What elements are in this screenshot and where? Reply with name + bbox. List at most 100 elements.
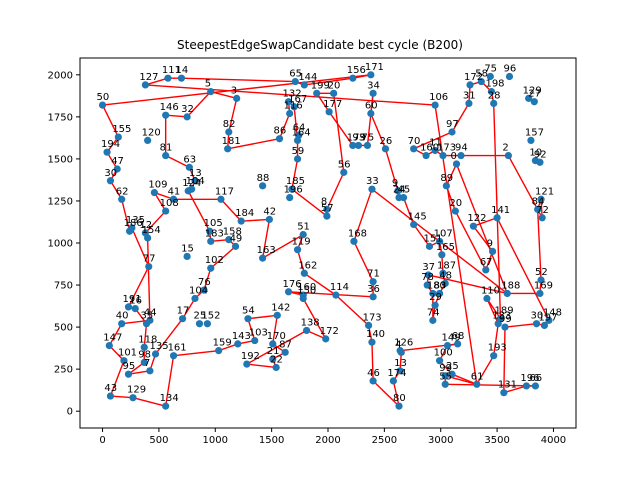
point-25b [448, 370, 456, 378]
point-label: 107 [434, 228, 453, 239]
cycle-edge [291, 188, 328, 217]
point-54 [244, 315, 252, 323]
point-label: 196 [520, 373, 539, 384]
point-196b [522, 382, 531, 390]
point-70 [410, 145, 418, 153]
cycle-edge [181, 298, 196, 320]
point-label: 64 [293, 122, 306, 133]
point-5 [207, 88, 215, 96]
cycle-edge [503, 385, 527, 394]
point-159 [215, 347, 223, 355]
point-label: 135 [150, 341, 169, 352]
cycle-edge [228, 98, 238, 133]
point-label: 31 [463, 90, 476, 101]
point-108 [162, 207, 170, 215]
cycle-edge [493, 103, 502, 319]
point-label: 11 [429, 138, 442, 149]
point-label: 119 [292, 237, 311, 248]
point-51 [299, 230, 307, 239]
point-143 [234, 340, 242, 348]
point-20 [330, 89, 338, 97]
point-134 [162, 402, 170, 410]
point-label: 187 [437, 260, 456, 271]
point-label: 33 [366, 176, 379, 187]
point-141 [493, 214, 501, 222]
point-80 [395, 402, 403, 410]
point-label: 55 [439, 371, 452, 382]
point-label: 58 [475, 69, 488, 80]
point-label: 74 [427, 307, 440, 318]
point-label: 75 [484, 64, 497, 75]
point-label: 29 [429, 292, 442, 303]
point-label: 162 [298, 260, 317, 271]
point-label: 40 [116, 311, 129, 322]
point-label: 65 [289, 69, 302, 80]
point-label: 37 [422, 262, 435, 273]
point-label: 165 [436, 242, 455, 253]
point-label: 161 [168, 343, 187, 354]
point-146 [162, 111, 170, 119]
point-62 [118, 195, 126, 203]
point-138 [302, 326, 311, 335]
point-149 [443, 341, 452, 350]
cycle-edge [304, 77, 353, 86]
point-label: 61 [471, 371, 484, 382]
point-label: 14 [175, 65, 188, 76]
point-label: 144 [298, 72, 317, 83]
cycle-edge [101, 104, 119, 138]
point-58 [477, 77, 485, 86]
point-label: 101 [118, 348, 137, 359]
point-30b [532, 320, 541, 328]
point-label: 127 [139, 72, 158, 83]
cycle-edge [154, 318, 184, 355]
point-127 [141, 81, 149, 89]
cycle-edge [227, 138, 280, 150]
point-186 [126, 227, 134, 235]
point-label: 60 [365, 101, 378, 112]
point-label: 197 [538, 312, 557, 323]
point-label: 17 [177, 306, 190, 317]
point-122 [469, 222, 478, 230]
point-63 [185, 163, 193, 171]
point-194 [103, 148, 111, 156]
point-label: 106 [429, 92, 448, 103]
cycle-edge [413, 131, 453, 150]
point-158 [225, 236, 233, 244]
point-165 [438, 251, 446, 259]
point-label: 152 [201, 311, 220, 322]
point-label: 193 [488, 343, 507, 354]
point-15 [183, 252, 191, 261]
point-65 [291, 77, 299, 86]
point-label: 104 [189, 286, 208, 297]
point-156 [349, 74, 357, 82]
point-label: 177 [323, 99, 342, 110]
point-198 [487, 88, 496, 96]
point-label: 108 [160, 198, 179, 209]
point-196 [286, 193, 294, 202]
y-tick-label: 500 [54, 323, 73, 334]
point-label: 199 [311, 80, 330, 91]
point-98 [140, 358, 148, 367]
x-tick-label: 2500 [372, 435, 397, 446]
point-88 [259, 182, 267, 190]
point-label: 13 [394, 358, 407, 369]
point-label: 41 [168, 186, 181, 197]
point-label: 2 [502, 143, 508, 154]
point-135b [151, 350, 160, 358]
point-label: 81 [160, 143, 173, 154]
point-154 [144, 234, 152, 242]
points-layer [98, 71, 553, 410]
point-55 [441, 380, 449, 388]
point-4 [397, 348, 405, 356]
cycle-edge [413, 224, 431, 247]
point-label: 5 [205, 79, 211, 90]
cycle-edge [335, 294, 370, 326]
point-label: 179 [347, 132, 366, 143]
point-168 [350, 237, 358, 245]
cycle-edge [164, 355, 175, 407]
cycle-edge [181, 77, 296, 83]
point-170 [269, 340, 277, 348]
point-label: 185 [286, 176, 305, 187]
cycle-edge [472, 225, 494, 252]
